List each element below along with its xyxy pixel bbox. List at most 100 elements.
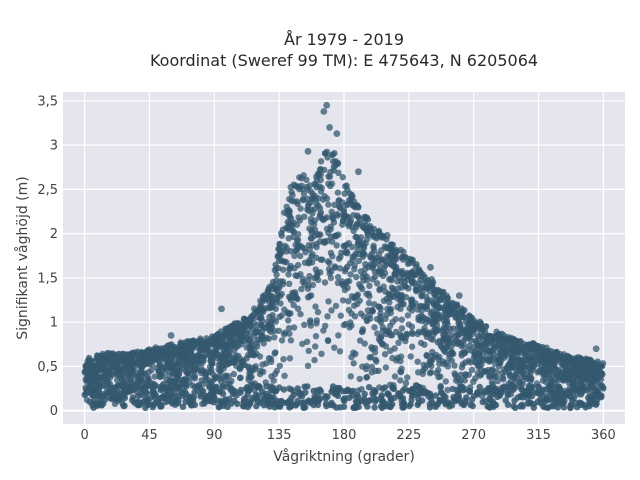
data-point (325, 265, 333, 273)
data-point (112, 390, 120, 397)
data-point (460, 348, 467, 355)
data-point (317, 188, 325, 195)
data-point (294, 272, 301, 280)
data-point (594, 396, 601, 403)
data-point (118, 389, 126, 397)
data-point (387, 241, 395, 249)
data-point (322, 400, 330, 407)
data-point (119, 383, 126, 390)
data-point (418, 293, 425, 300)
data-point (135, 392, 142, 399)
data-point (363, 273, 370, 280)
data-point (355, 257, 363, 265)
data-point (391, 373, 399, 380)
data-point (299, 340, 306, 348)
data-point (362, 215, 370, 222)
data-point (294, 385, 301, 392)
data-point (232, 323, 240, 330)
data-point (497, 342, 504, 349)
data-point (384, 390, 392, 397)
y-tick-label: 3,5 (37, 94, 58, 109)
data-point (357, 283, 364, 290)
data-point (100, 365, 107, 372)
data-point (317, 158, 325, 165)
data-point (463, 394, 470, 401)
data-point (266, 403, 273, 410)
data-point (179, 403, 187, 410)
data-point (559, 370, 566, 378)
data-point (277, 300, 284, 307)
data-point (329, 151, 336, 158)
data-point (169, 400, 176, 407)
data-point (582, 404, 589, 411)
data-point (537, 400, 544, 407)
data-point (354, 220, 361, 227)
data-point (468, 314, 476, 321)
data-point (528, 392, 536, 400)
data-point (278, 337, 286, 344)
data-point (324, 258, 332, 265)
data-point (373, 396, 380, 403)
data-point (258, 334, 266, 341)
data-point (243, 384, 251, 391)
data-point (312, 399, 319, 406)
data-point (159, 372, 166, 380)
data-point (351, 262, 358, 269)
data-point (335, 197, 343, 204)
data-point (339, 278, 346, 285)
data-point (432, 392, 439, 399)
data-point (496, 391, 504, 399)
data-point (437, 383, 444, 390)
data-point (226, 334, 234, 341)
data-point (356, 297, 363, 304)
data-point (448, 348, 455, 356)
data-point (371, 324, 378, 331)
data-point (586, 356, 594, 363)
data-point (100, 360, 107, 367)
data-point (518, 386, 525, 393)
data-point (429, 318, 437, 325)
data-point (262, 305, 270, 312)
data-point (420, 314, 427, 321)
data-point (100, 390, 108, 398)
data-point (399, 395, 407, 402)
data-point (347, 319, 354, 326)
data-point (311, 192, 319, 200)
data-point (408, 396, 415, 404)
data-point (234, 342, 242, 350)
data-point (237, 386, 245, 394)
data-point (272, 349, 279, 356)
data-point (351, 294, 358, 302)
data-point (284, 207, 291, 214)
data-point (577, 391, 585, 398)
data-point (367, 354, 375, 361)
data-point (105, 379, 112, 386)
data-point (290, 233, 297, 240)
data-point (129, 362, 137, 369)
data-point (116, 395, 124, 402)
data-point (260, 402, 268, 409)
data-point (124, 364, 131, 371)
data-point (523, 375, 530, 383)
data-point (407, 353, 414, 360)
data-point (347, 271, 354, 278)
data-point (512, 404, 519, 411)
data-point (320, 327, 327, 334)
data-point (349, 256, 356, 264)
data-point (582, 359, 589, 366)
data-point (316, 211, 324, 219)
data-point (81, 391, 88, 398)
data-point (311, 393, 318, 400)
data-point (371, 273, 379, 280)
data-point (386, 294, 394, 302)
data-point (418, 387, 425, 394)
data-point (486, 357, 494, 364)
data-point (516, 378, 523, 386)
data-point (482, 323, 490, 330)
data-point (290, 324, 298, 331)
data-point (268, 282, 275, 290)
data-point (223, 342, 231, 349)
data-point (457, 383, 465, 390)
data-point (216, 339, 223, 347)
data-point (321, 238, 328, 245)
